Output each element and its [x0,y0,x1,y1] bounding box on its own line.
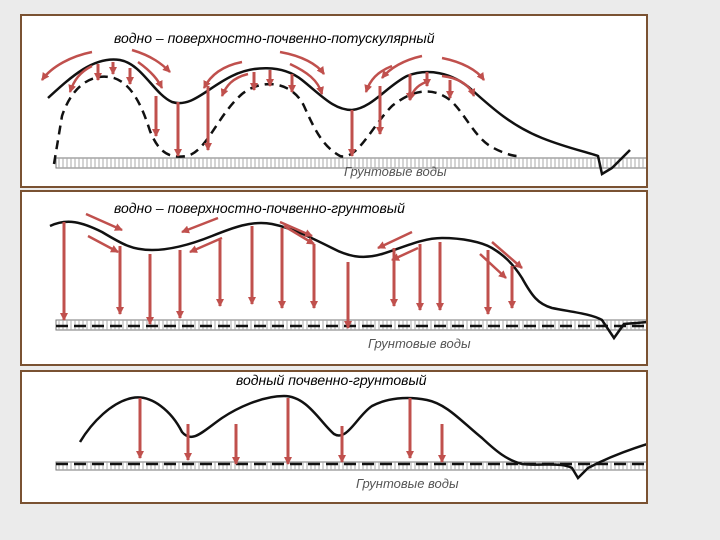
runoff-arrows [85,212,523,279]
infiltration-arrows [94,62,454,157]
groundwater-label: Грунтовые воды [344,164,447,179]
groundwater-label: Грунтовые воды [368,336,471,351]
infiltration-arrows [136,398,446,465]
panel-title: водный почвенно-грунтовый [236,372,427,388]
surface-line [47,58,631,176]
panel-title: водно – поверхностно-почвенно-потускуляр… [114,30,435,46]
diagram-1 [40,48,646,176]
runoff-arrows [40,48,486,101]
panel-2: водно – поверхностно-почвенно-грунтовый … [20,190,648,366]
infiltration-arrows [60,222,516,329]
surface-line [78,394,646,481]
dashed-water-line [52,75,518,165]
diagram-3 [55,394,646,481]
groundwater-hatch [58,462,644,470]
groundwater-label: Грунтовые воды [356,476,459,491]
surface-line [49,220,646,341]
diagram-2 [49,212,646,341]
panel-1: водно – поверхностно-почвенно-потускуляр… [20,14,648,188]
groundwater-hatch [58,158,644,168]
panel-title: водно – поверхностно-почвенно-грунтовый [114,200,405,216]
panel-3: водный почвенно-грунтовый Грунтовые воды [20,370,648,504]
